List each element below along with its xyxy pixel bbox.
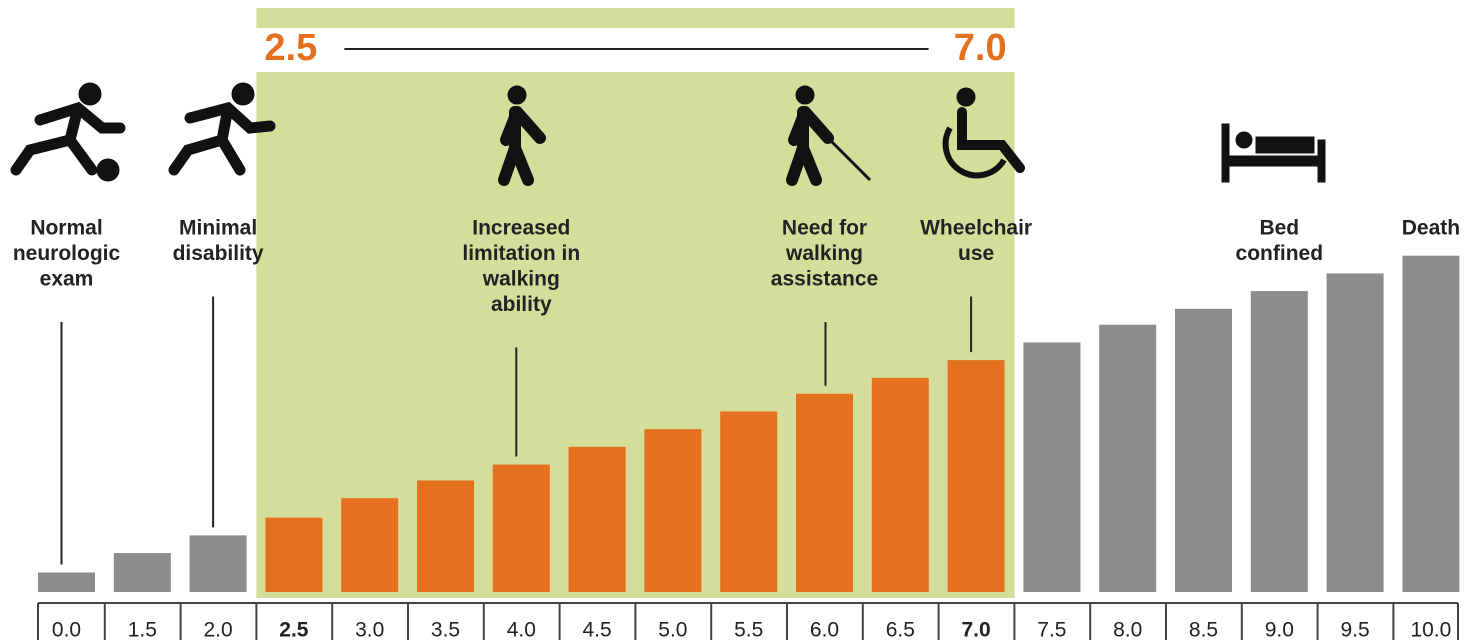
x-tick-label: 6.5 [886, 619, 915, 642]
icon-head [795, 85, 815, 105]
x-tick-label: 7.0 [961, 619, 990, 642]
icon-bed-person [1235, 131, 1253, 149]
annotation-text: Minimal [179, 217, 257, 240]
annotation-text: confined [1236, 242, 1324, 265]
x-tick-label: 9.0 [1265, 619, 1294, 642]
annotation-text: walking [482, 268, 560, 291]
x-tick-label: 2.0 [203, 619, 232, 642]
annotation-text: limitation in [462, 242, 580, 265]
range-to-label: 7.0 [954, 27, 1007, 69]
annotation-text: neurologic [13, 242, 121, 265]
annotation-text: Increased [472, 217, 570, 240]
annotation-text: walking [785, 242, 863, 265]
icon-head [78, 82, 102, 106]
x-tick-label: 9.5 [1340, 619, 1369, 642]
range-from-label: 2.5 [264, 27, 317, 69]
bar [568, 446, 626, 592]
annotation-text: Normal [30, 217, 102, 240]
bar [644, 429, 702, 592]
bar [189, 535, 247, 592]
icon-walker [786, 106, 834, 186]
icon-head [507, 85, 527, 105]
annotation-text: Death [1402, 217, 1460, 240]
x-tick-label: 7.5 [1037, 619, 1066, 642]
annotation-text: ability [491, 293, 552, 316]
annotation-text: disability [173, 242, 264, 265]
x-tick-label: 3.5 [431, 619, 460, 642]
x-tick-label: 5.0 [658, 619, 687, 642]
annotation-text: Wheelchair [920, 217, 1032, 240]
icon-bed-head [1221, 123, 1230, 183]
x-tick-label: 5.5 [734, 619, 763, 642]
bar [1099, 324, 1157, 592]
bar [796, 393, 853, 592]
bar [113, 553, 171, 592]
bar [38, 572, 95, 592]
bar [1402, 255, 1460, 592]
x-tick-label: 8.0 [1113, 619, 1142, 642]
icon-runner [10, 101, 126, 176]
annotation-text: Need for [782, 217, 867, 240]
bar [492, 464, 550, 592]
bar [265, 517, 323, 592]
icon-bed-frame [1221, 155, 1326, 167]
x-tick-label: 2.5 [279, 619, 309, 642]
bar [947, 360, 1005, 592]
icon-walker [498, 106, 546, 186]
icon-bed-blanket [1255, 136, 1315, 154]
x-tick-label: 4.5 [582, 619, 611, 642]
icon-wheelchair-body [957, 107, 1025, 173]
icon-head [956, 87, 976, 107]
icons [10, 82, 1326, 186]
bar [341, 498, 399, 592]
icon-wheel [942, 126, 1007, 179]
bar [1326, 273, 1384, 592]
annotation-text: use [958, 242, 994, 265]
icon-cane [826, 136, 872, 182]
x-tick-label: 0.0 [52, 619, 81, 642]
bar [417, 480, 474, 592]
icon-head [231, 82, 255, 106]
bar [1023, 342, 1081, 592]
icon-runner [168, 101, 276, 176]
x-tick-label: 3.0 [355, 619, 384, 642]
annotation-text: exam [40, 268, 94, 291]
icon-ball [96, 158, 120, 182]
x-tick-label: 6.0 [810, 619, 839, 642]
x-tick-label: 4.0 [507, 619, 536, 642]
annotation-text: Bed [1259, 217, 1299, 240]
x-tick-label: 8.5 [1189, 619, 1218, 642]
bar [720, 411, 778, 592]
annotation-text: assistance [771, 268, 878, 291]
x-tick-label: 10.0 [1410, 619, 1451, 642]
bar [1175, 308, 1232, 592]
x-tick-label: 1.5 [128, 619, 157, 642]
bar [871, 377, 929, 592]
bar [1250, 291, 1308, 592]
